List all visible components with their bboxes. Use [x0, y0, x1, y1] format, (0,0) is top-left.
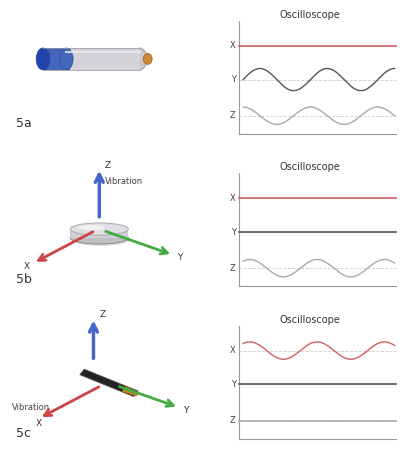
Text: Oscilloscope: Oscilloscope	[279, 162, 339, 172]
FancyBboxPatch shape	[70, 230, 128, 238]
Text: Z: Z	[229, 111, 235, 120]
Text: Z: Z	[105, 161, 111, 170]
Ellipse shape	[78, 225, 105, 230]
Text: Y: Y	[182, 406, 188, 415]
Text: 5b: 5b	[16, 273, 32, 286]
Ellipse shape	[60, 48, 73, 70]
Text: Vibration: Vibration	[105, 177, 143, 186]
Text: Oscilloscope: Oscilloscope	[279, 315, 339, 325]
Text: Z: Z	[99, 310, 105, 320]
Ellipse shape	[70, 232, 128, 244]
Text: 5a: 5a	[16, 117, 32, 130]
Text: X: X	[229, 346, 235, 355]
Text: Y: Y	[230, 228, 235, 237]
Text: Y: Y	[177, 253, 182, 262]
Text: Oscilloscope: Oscilloscope	[279, 10, 339, 20]
Text: X: X	[23, 261, 30, 270]
Ellipse shape	[70, 223, 128, 235]
Text: Z: Z	[229, 264, 235, 273]
FancyBboxPatch shape	[43, 48, 70, 70]
Text: Vibration: Vibration	[12, 403, 50, 412]
Ellipse shape	[36, 48, 50, 70]
Text: X: X	[229, 41, 235, 50]
Ellipse shape	[133, 48, 147, 70]
Polygon shape	[122, 387, 139, 396]
Text: Y: Y	[230, 380, 235, 389]
Ellipse shape	[72, 233, 130, 246]
Text: Z: Z	[229, 416, 235, 425]
Text: Y: Y	[230, 75, 235, 84]
FancyBboxPatch shape	[66, 48, 140, 70]
Text: X: X	[229, 194, 235, 202]
Text: X: X	[36, 419, 42, 428]
Text: 5c: 5c	[16, 427, 31, 440]
Ellipse shape	[143, 54, 152, 64]
Polygon shape	[80, 369, 138, 396]
